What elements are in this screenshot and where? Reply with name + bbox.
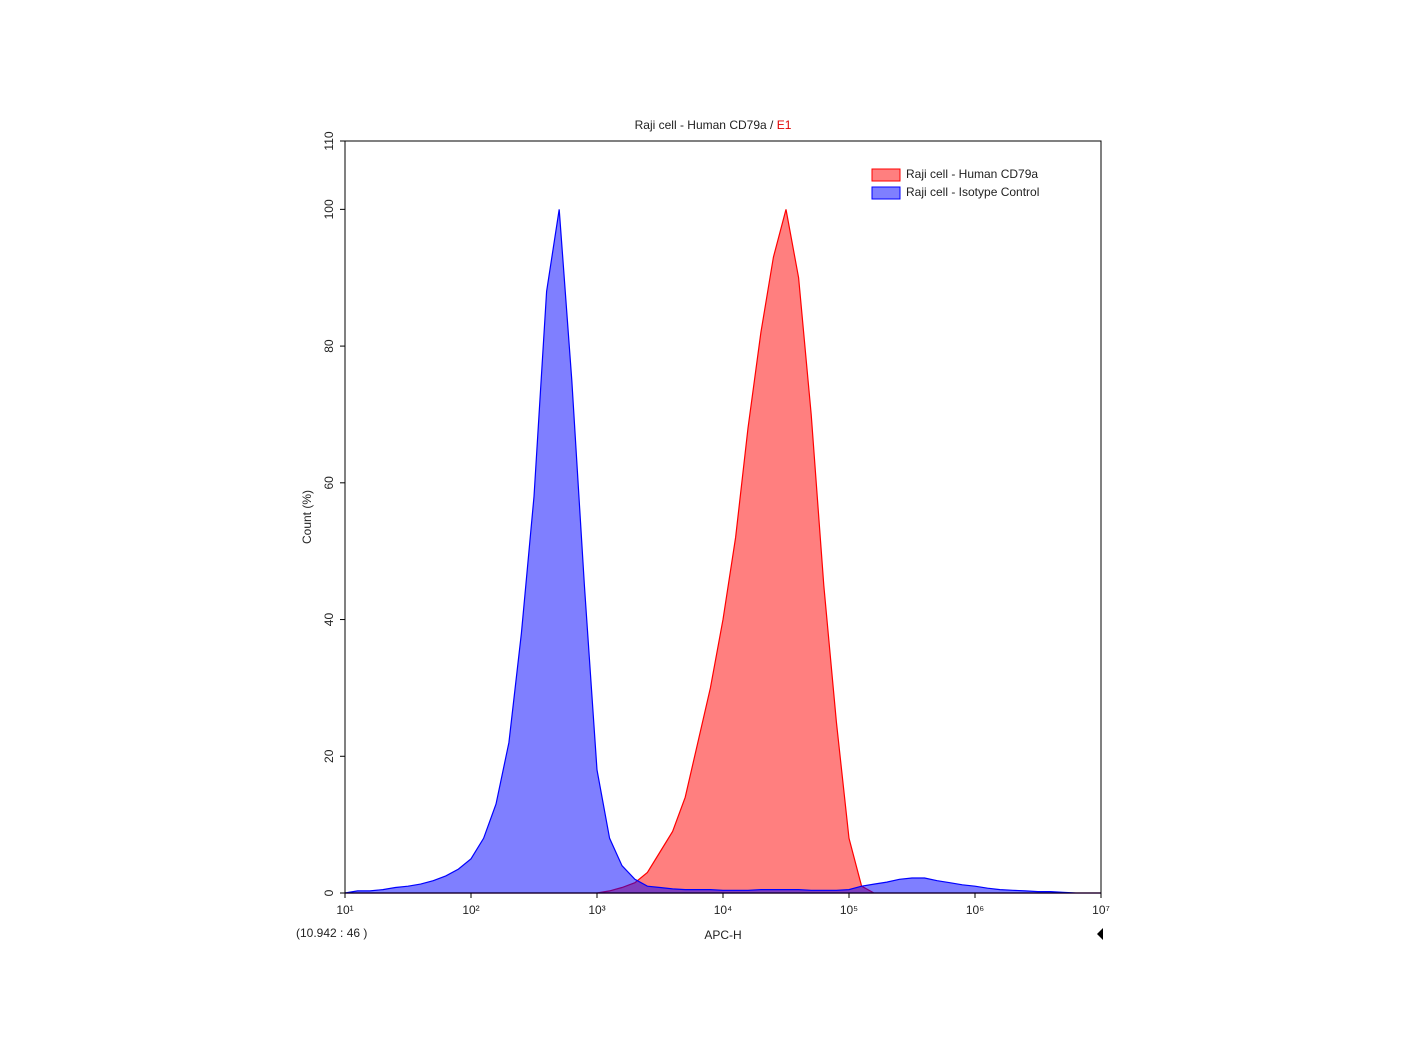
y-tick-label: 60: [322, 476, 336, 490]
x-axis-label: APC-H: [704, 928, 741, 942]
x-tick-label: 10¹: [336, 903, 353, 917]
histogram-area: [345, 209, 1101, 894]
legend-swatch: [871, 168, 901, 182]
y-tick-label: 20: [322, 749, 336, 763]
y-tick-label: 100: [322, 199, 336, 219]
legend-label: Raji cell - Isotype Control: [906, 185, 1039, 199]
cursor-readout: (10.942 : 46 ): [296, 926, 367, 940]
x-tick-label: 10³: [588, 903, 605, 917]
y-tick-label: 80: [322, 339, 336, 353]
y-tick-label: 110: [322, 131, 336, 150]
title-text: Raji cell - Human CD79a /: [635, 118, 774, 132]
y-tick-label: 40: [322, 613, 336, 627]
x-tick-label: 10⁷: [1092, 903, 1110, 917]
histogram-area: [344, 209, 1101, 894]
legend-label: Raji cell - Human CD79a: [906, 167, 1038, 181]
x-tick-label: 10⁴: [714, 903, 733, 917]
y-axis-label: Count (%): [300, 490, 314, 544]
x-tick-label: 10⁶: [966, 903, 984, 917]
x-tick-label: 10²: [462, 903, 479, 917]
chart-title: Raji cell - Human CD79a / E1: [635, 118, 792, 132]
x-tick-label: 10⁵: [840, 903, 858, 917]
y-tick-label: 0: [322, 889, 336, 896]
scroll-arrow: [1097, 928, 1103, 940]
legend-swatch: [871, 186, 901, 200]
title-gate: E1: [777, 118, 792, 132]
